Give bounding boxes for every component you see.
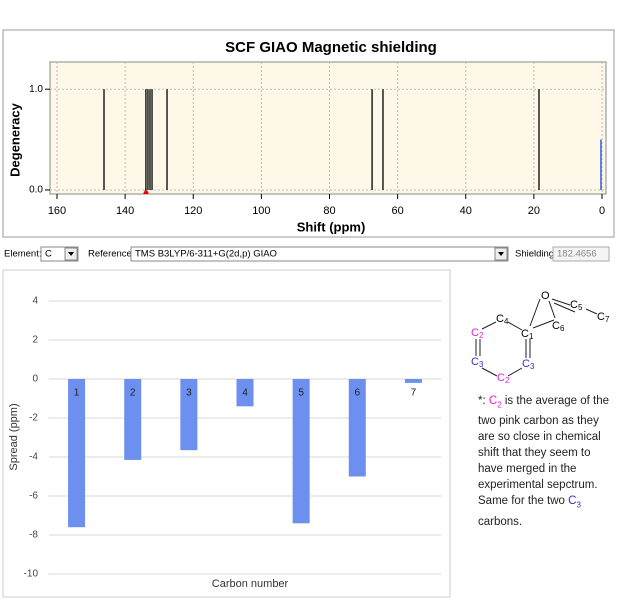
atom-symbol: C xyxy=(497,372,505,384)
x-tick-label: 3 xyxy=(186,388,192,399)
x-tick-label: 140 xyxy=(116,205,134,217)
bar xyxy=(68,379,86,528)
y-tick-label: 4 xyxy=(32,296,38,307)
y-axis-label: Degeneracy xyxy=(7,102,22,176)
bar-panel xyxy=(2,269,451,598)
element-label: Element: xyxy=(4,249,42,260)
atom-symbol: C xyxy=(471,356,479,368)
bar xyxy=(180,379,198,451)
x-tick-label: 20 xyxy=(528,205,540,217)
y-tick-label: 0 xyxy=(32,374,38,385)
x-tick-label: 40 xyxy=(460,205,472,217)
controls: Element: C Reference: TMS B3LYP/6-311+G(… xyxy=(4,246,610,262)
bar xyxy=(124,379,142,460)
atom: C7 xyxy=(597,311,610,324)
x-tick-label: 4 xyxy=(242,388,248,399)
atom-symbol: C xyxy=(488,395,498,407)
atom-symbol: C xyxy=(522,358,530,370)
atom: C4 xyxy=(496,313,509,326)
y-axis-label: Spread (ppm) xyxy=(8,403,20,470)
atom: C3 xyxy=(522,358,535,371)
x-tick-label: 6 xyxy=(355,388,361,399)
reference-value: TMS B3LYP/6-311+G(2d,p) GIAO xyxy=(135,249,277,260)
atom-labels: O C5 C7 C6 C1 C4 C2 C3 C2 C3 xyxy=(471,290,610,385)
reference-label: Reference: xyxy=(88,249,134,260)
x-tick-label: 0 xyxy=(599,205,605,217)
x-tick-label: 1 xyxy=(74,388,80,399)
atom: C1 xyxy=(521,328,534,341)
y-tick-label: 1.0 xyxy=(29,84,43,95)
x-tick-label: 160 xyxy=(48,205,66,217)
atom-symbol: C xyxy=(471,327,479,339)
marker xyxy=(143,188,149,194)
shielding-field xyxy=(552,246,610,262)
note-atom: C3 xyxy=(568,495,581,510)
atom-index: 6 xyxy=(560,324,565,333)
atom-index: 5 xyxy=(578,303,583,312)
atom-symbol: C xyxy=(597,311,605,323)
note-text: carbons. xyxy=(478,515,523,528)
x-tick-label: 60 xyxy=(392,205,404,217)
atom-symbol: C xyxy=(496,313,504,325)
atom-symbol: C xyxy=(521,328,529,340)
atom-index: 2 xyxy=(505,376,510,385)
x-tick-label: 7 xyxy=(411,388,417,399)
bar xyxy=(236,379,254,407)
atom-symbol: C xyxy=(552,320,560,332)
atom-index: 7 xyxy=(605,315,610,324)
atom: C5 xyxy=(570,299,583,312)
atom-index: 1 xyxy=(529,332,534,341)
atom-index: 4 xyxy=(504,317,509,326)
reference-select[interactable] xyxy=(130,246,509,262)
atom-symbol: C xyxy=(570,299,578,311)
atom: C3 xyxy=(471,356,484,369)
y-tick-label: -10 xyxy=(24,569,39,580)
y-tick-label: -2 xyxy=(29,413,38,424)
atom-index: 2 xyxy=(497,400,502,410)
atom-symbol: O xyxy=(541,290,550,302)
atom-index: 3 xyxy=(479,360,484,369)
x-axis-label: Shift (ppm) xyxy=(297,219,366,234)
note-atom: C2 xyxy=(488,395,502,410)
dropdown-arrow xyxy=(68,252,74,256)
y-tick-label: -8 xyxy=(29,530,38,541)
atom-index: 3 xyxy=(530,362,535,371)
y-tick-label: 2 xyxy=(32,335,38,346)
plot-area xyxy=(49,61,607,195)
x-tick-label: 2 xyxy=(130,388,136,399)
atom-symbol: C xyxy=(568,495,577,508)
note-text: is the average of the two pink carbon as… xyxy=(478,395,610,508)
y-tick-label: 0.0 xyxy=(29,185,43,196)
molecule xyxy=(475,298,598,377)
atom: O xyxy=(541,290,550,302)
y-tick-label: -6 xyxy=(29,491,38,502)
atom: C6 xyxy=(552,320,565,333)
shielding-label: Shielding: xyxy=(515,249,557,260)
x-axis-label: Carbon number xyxy=(212,578,289,590)
note-text: *: xyxy=(478,395,489,407)
chart-title: SCF GIAO Magnetic shielding xyxy=(225,39,437,56)
atom: C2 xyxy=(497,372,510,385)
note: *: C2 is the average of the two pink car… xyxy=(478,393,616,530)
bar xyxy=(348,379,366,477)
y-tick-label: -4 xyxy=(29,452,38,463)
atom-index: 2 xyxy=(479,331,484,340)
x-tick-label: 80 xyxy=(323,205,335,217)
x-tick-label: 5 xyxy=(298,388,304,399)
dropdown-arrow xyxy=(498,252,504,256)
bar xyxy=(404,379,422,383)
atom-index: 3 xyxy=(576,500,581,510)
shielding-value: 182.4656 xyxy=(557,249,597,260)
x-tick-label: 120 xyxy=(184,205,202,217)
atom: C2 xyxy=(471,327,484,340)
element-value: C xyxy=(45,249,52,260)
x-tick-label: 100 xyxy=(252,205,270,217)
bar xyxy=(292,379,310,524)
